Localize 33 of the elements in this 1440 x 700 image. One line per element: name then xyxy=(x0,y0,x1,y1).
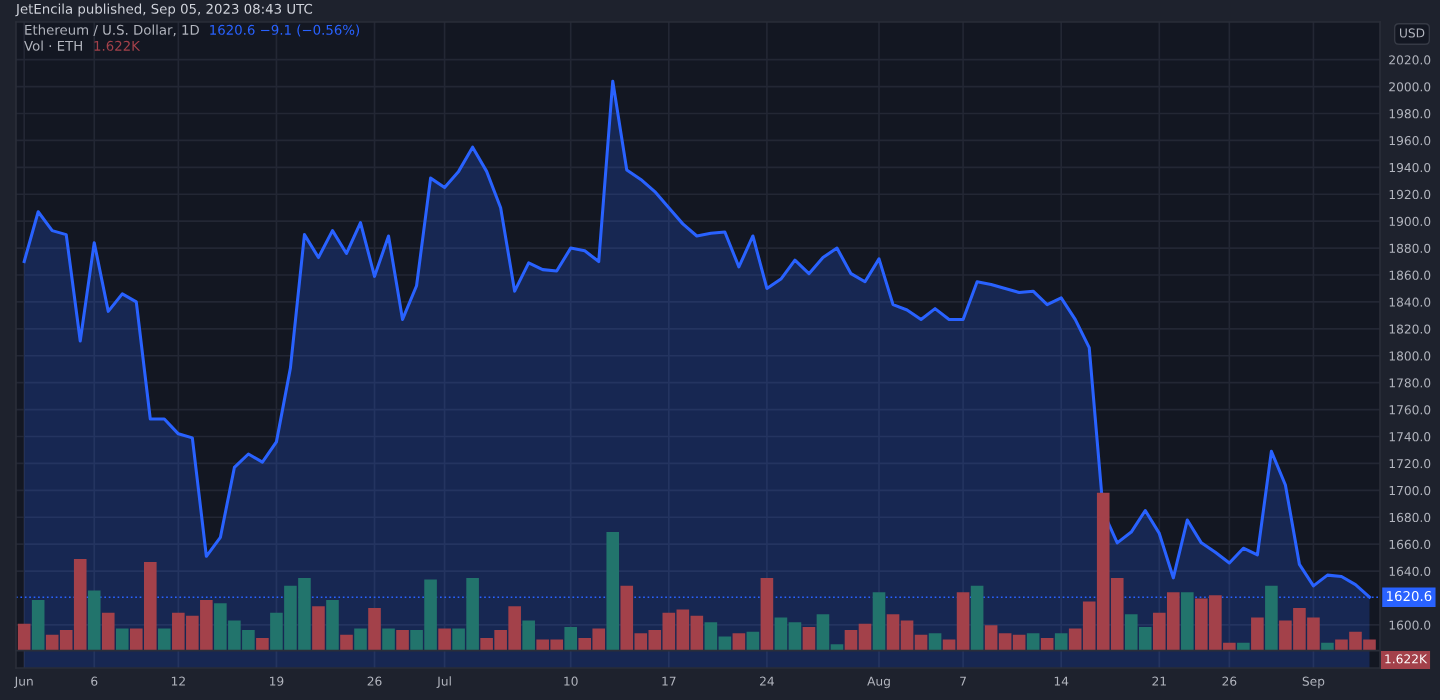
bar xyxy=(1321,642,1334,651)
bar xyxy=(1040,637,1054,651)
bar xyxy=(522,620,535,651)
bar xyxy=(312,606,325,651)
bar xyxy=(970,585,984,651)
bar xyxy=(256,637,269,651)
bar xyxy=(1181,592,1194,651)
bar xyxy=(1026,633,1040,651)
bar xyxy=(928,633,942,651)
bar xyxy=(326,600,339,651)
bar xyxy=(158,628,171,651)
bar xyxy=(1265,585,1278,651)
bar xyxy=(438,628,451,651)
bar xyxy=(368,607,381,651)
bar xyxy=(802,626,816,651)
bar xyxy=(115,628,129,651)
bar xyxy=(396,630,409,651)
bar xyxy=(340,634,353,651)
bar xyxy=(101,612,115,651)
bar xyxy=(87,590,101,651)
bar xyxy=(31,600,45,651)
bar xyxy=(17,623,31,651)
bar xyxy=(606,532,620,651)
bar xyxy=(564,626,578,651)
bar xyxy=(1251,617,1264,651)
bar xyxy=(732,633,746,651)
bar xyxy=(382,628,395,651)
bar xyxy=(1054,633,1068,651)
bar xyxy=(760,577,774,651)
bar xyxy=(872,592,886,651)
bar xyxy=(354,628,367,651)
bar xyxy=(1237,642,1250,651)
bar xyxy=(746,631,760,651)
